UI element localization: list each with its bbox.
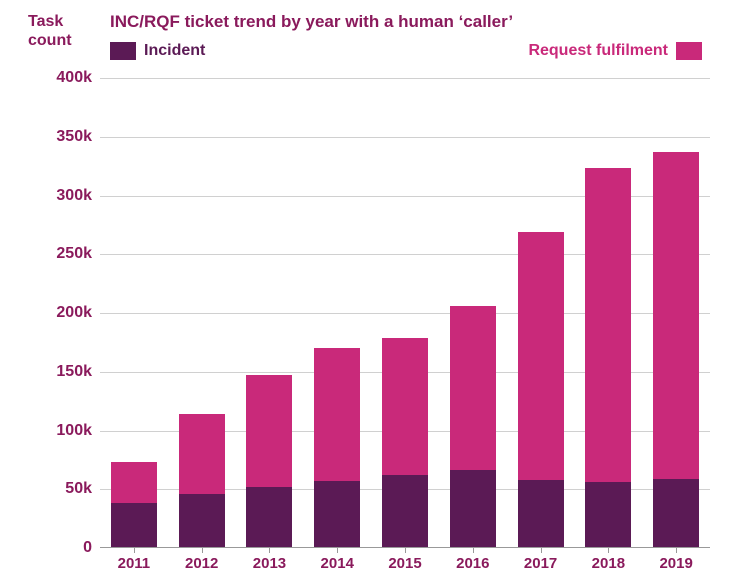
y-tick-label: 0 — [32, 539, 92, 557]
stacked-bar — [314, 348, 360, 548]
x-tick-mark — [473, 548, 474, 553]
stacked-bar — [382, 338, 428, 548]
x-tick-mark — [337, 548, 338, 553]
x-tick-label: 2018 — [574, 555, 642, 572]
bar-segment-request — [585, 168, 631, 482]
bar-slot: 2017 — [507, 78, 575, 548]
x-tick-label: 2013 — [236, 555, 304, 572]
x-tick-mark — [269, 548, 270, 553]
bar-segment-incident — [382, 475, 428, 548]
plot-area: 201120122013201420152016201720182019 — [100, 78, 710, 548]
bar-segment-request — [246, 375, 292, 487]
y-tick-label: 250k — [32, 245, 92, 263]
y-tick-label: 350k — [32, 128, 92, 146]
bars-row: 201120122013201420152016201720182019 — [100, 78, 710, 548]
bar-segment-incident — [450, 470, 496, 548]
bar-segment-incident — [111, 503, 157, 548]
bar-segment-request — [111, 462, 157, 503]
bar-segment-request — [382, 338, 428, 475]
chart-title: INC/RQF ticket trend by year with a huma… — [110, 12, 513, 32]
y-tick-label: 400k — [32, 69, 92, 87]
stacked-bar — [450, 306, 496, 548]
bar-segment-request — [518, 232, 564, 480]
x-tick-label: 2011 — [100, 555, 168, 572]
x-tick-mark — [676, 548, 677, 553]
stacked-bar — [246, 375, 292, 548]
chart-container: Task count INC/RQF ticket trend by year … — [0, 0, 732, 587]
bar-segment-request — [179, 414, 225, 494]
x-tick-mark — [134, 548, 135, 553]
bar-slot: 2015 — [371, 78, 439, 548]
bar-slot: 2011 — [100, 78, 168, 548]
y-tick-label: 200k — [32, 304, 92, 322]
x-axis-line — [100, 547, 710, 548]
bar-slot: 2014 — [303, 78, 371, 548]
legend-item-request: Request fulfilment — [528, 42, 702, 60]
y-axis-title: Task count — [28, 12, 72, 50]
x-tick-label: 2016 — [439, 555, 507, 572]
y-axis-title-line-1: Task — [28, 13, 63, 30]
x-tick-mark — [608, 548, 609, 553]
bar-segment-request — [653, 152, 699, 479]
stacked-bar — [585, 168, 631, 548]
bar-slot: 2019 — [642, 78, 710, 548]
bar-segment-incident — [653, 479, 699, 548]
y-tick-label: 300k — [32, 187, 92, 205]
x-tick-label: 2019 — [642, 555, 710, 572]
bar-segment-incident — [246, 487, 292, 548]
x-tick-mark — [541, 548, 542, 553]
bar-segment-request — [314, 348, 360, 481]
bar-segment-incident — [585, 482, 631, 548]
x-tick-mark — [405, 548, 406, 553]
stacked-bar — [179, 414, 225, 548]
legend: Incident Request fulfilment — [110, 42, 702, 60]
bar-segment-incident — [179, 494, 225, 548]
bar-slot: 2018 — [574, 78, 642, 548]
bar-segment-incident — [314, 481, 360, 548]
bar-segment-incident — [518, 480, 564, 548]
legend-swatch-incident — [110, 42, 136, 60]
x-tick-label: 2012 — [168, 555, 236, 572]
x-tick-mark — [202, 548, 203, 553]
y-tick-label: 150k — [32, 363, 92, 381]
bar-slot: 2016 — [439, 78, 507, 548]
stacked-bar — [518, 232, 564, 548]
legend-item-incident: Incident — [110, 42, 205, 60]
stacked-bar — [111, 462, 157, 548]
x-tick-label: 2017 — [507, 555, 575, 572]
bar-segment-request — [450, 306, 496, 471]
stacked-bar — [653, 152, 699, 548]
y-axis-title-line-2: count — [28, 32, 72, 49]
bar-slot: 2012 — [168, 78, 236, 548]
bar-slot: 2013 — [236, 78, 304, 548]
legend-swatch-request — [676, 42, 702, 60]
x-tick-label: 2014 — [303, 555, 371, 572]
legend-label-request: Request fulfilment — [528, 42, 668, 60]
x-tick-label: 2015 — [371, 555, 439, 572]
y-tick-label: 100k — [32, 422, 92, 440]
legend-label-incident: Incident — [144, 42, 205, 60]
y-tick-label: 50k — [32, 480, 92, 498]
